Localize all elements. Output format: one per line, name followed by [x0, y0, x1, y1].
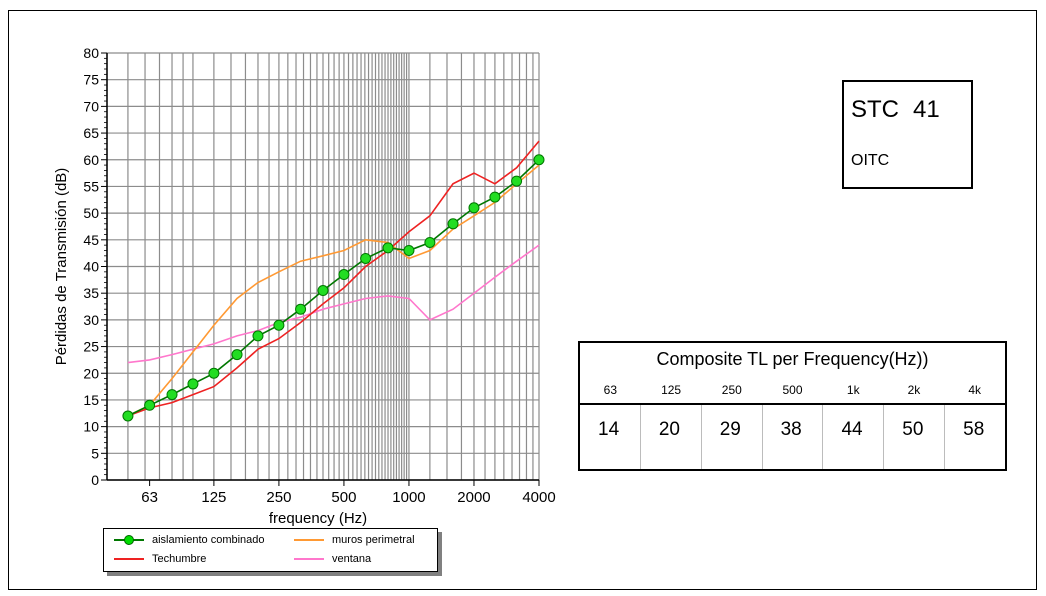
data-point	[447, 218, 459, 230]
x-tick-label: 2000	[457, 489, 490, 506]
tl-table-title: Composite TL per Frequency(Hz))	[656, 349, 929, 369]
legend-label-ventana: ventana	[332, 553, 372, 565]
data-point	[295, 303, 307, 315]
tl-value-cell: 44	[823, 405, 885, 469]
x-tick-label: 125	[201, 489, 226, 506]
tl-table-header-row: 63 125 250 500 1k 2k 4k	[580, 383, 1005, 403]
x-tick-label: 63	[141, 489, 158, 506]
legend-item-ventana: ventana	[292, 552, 371, 566]
tl-value-cell: 29	[702, 405, 763, 469]
data-point	[382, 242, 394, 254]
legend-line-ventana	[294, 558, 324, 560]
tl-value-cell: 14	[580, 405, 641, 469]
legend: aislamiento combinado muros perimetral T…	[103, 528, 438, 572]
data-point	[144, 399, 156, 411]
data-point	[208, 367, 220, 379]
tl-value-cell: 50	[884, 405, 946, 469]
y-tick-label: 70	[83, 98, 99, 114]
y-tick-label: 20	[83, 365, 99, 381]
legend-marker-aislamiento	[114, 535, 144, 545]
stc-label: STC	[851, 96, 899, 123]
y-tick-label: 50	[83, 205, 99, 221]
data-point	[360, 252, 372, 264]
data-point	[231, 349, 243, 361]
data-point	[166, 389, 178, 401]
data-point	[489, 191, 501, 203]
data-point	[511, 175, 523, 187]
y-tick-label: 75	[83, 72, 99, 88]
tl-header-cell: 500	[782, 383, 803, 397]
composite-tl-table: Composite TL per Frequency(Hz)) 63 125 2…	[578, 341, 1007, 471]
tl-header-cell: 2k	[907, 383, 921, 397]
tl-value-cell: 20	[641, 405, 702, 469]
stc-value: 41	[913, 96, 940, 123]
data-point	[187, 378, 199, 390]
tl-value-cell: 58	[963, 419, 985, 440]
data-point	[317, 285, 329, 297]
y-tick-label: 65	[83, 125, 99, 141]
x-tick-label: 1000	[392, 489, 425, 506]
tl-value-cell: 38	[763, 405, 824, 469]
y-tick-label: 80	[83, 45, 99, 61]
y-tick-label: 10	[83, 419, 99, 435]
legend-label-techumbre: Techumbre	[152, 553, 207, 565]
y-tick-label: 55	[83, 178, 99, 194]
y-tick-label: 25	[83, 339, 99, 355]
data-point	[338, 269, 350, 281]
x-tick-label: 4000	[522, 489, 555, 506]
figure-frame	[8, 10, 1037, 590]
series-line-muros	[127, 164, 540, 417]
tl-header-cell: 4k	[968, 383, 982, 397]
x-tick-label: 250	[266, 489, 291, 506]
legend-line-techumbre	[114, 558, 144, 560]
y-tick-label: 60	[83, 152, 99, 168]
y-tick-label: 45	[83, 232, 99, 248]
tl-header-cell: 63	[603, 383, 618, 397]
legend-item-aislamiento: aislamiento combinado	[112, 533, 265, 547]
y-tick-label: 15	[83, 392, 99, 408]
oitc-label: OITC	[851, 152, 890, 169]
tl-header-cell: 250	[721, 383, 742, 397]
legend-item-techumbre: Techumbre	[112, 552, 206, 566]
data-point	[403, 244, 415, 256]
data-point	[424, 236, 436, 248]
transmission-loss-chart: 0 5 10 15 20 25 30 35 40 45 50 55 60 65 70 75 80 63 125 250…	[53, 45, 556, 527]
series-line-techumbre	[127, 140, 540, 417]
data-point	[533, 154, 545, 166]
y-tick-label: 35	[83, 285, 99, 301]
y-tick-label: 40	[83, 259, 99, 275]
legend-item-muros: muros perimetral	[292, 533, 415, 547]
stc-rating-box: STC 41 OITC	[842, 80, 973, 189]
y-tick-label: 0	[91, 472, 99, 488]
data-point	[252, 330, 264, 342]
y-tick-label: 30	[83, 312, 99, 328]
data-point	[468, 202, 480, 214]
legend-label-muros: muros perimetral	[332, 534, 415, 546]
y-axis-title: Pérdidas de Transmisión (dB)	[53, 168, 70, 366]
x-tick-label: 500	[331, 489, 356, 506]
y-tick-label: 5	[91, 445, 99, 461]
tl-table-value-row: 14 20 29 38 44 50 58	[580, 403, 1005, 469]
tl-header-cell: 1k	[846, 383, 860, 397]
legend-label-aislamiento: aislamiento combinado	[152, 534, 265, 546]
x-axis-title: frequency (Hz)	[269, 510, 367, 527]
tl-header-cell: 125	[661, 383, 682, 397]
legend-line-muros	[294, 539, 324, 541]
data-point	[273, 319, 285, 331]
stc-rating: STC 41	[851, 96, 940, 124]
data-point	[122, 410, 134, 422]
